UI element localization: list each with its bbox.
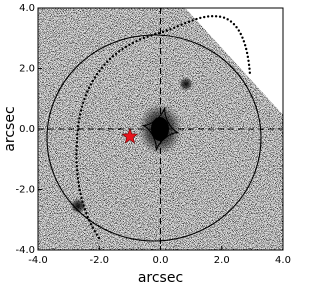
x-tick-label: -4.0 bbox=[28, 255, 48, 266]
x-tick-label: 0.0 bbox=[153, 255, 169, 266]
caustic bbox=[141, 107, 179, 151]
y-tick-label: -4.0 bbox=[15, 245, 35, 256]
x-tick-label: 4.0 bbox=[275, 255, 291, 266]
y-axis-label: arcsec bbox=[2, 106, 18, 151]
y-tick-label: 2.0 bbox=[19, 64, 35, 75]
y-tick-label: -2.0 bbox=[15, 185, 35, 196]
lens-curves bbox=[38, 8, 283, 250]
star-marker bbox=[121, 127, 139, 144]
y-tick-label: 0.0 bbox=[19, 124, 35, 135]
x-axis-label: arcsec bbox=[138, 270, 183, 286]
x-tick-label: -2.0 bbox=[89, 255, 109, 266]
x-tick-label: 2.0 bbox=[214, 255, 230, 266]
chart: arcsec arcsec -4.0 -2.0 0.0 2.0 4.0 -4.0 -2.0 0… bbox=[2, 3, 291, 286]
y-tick-label: 4.0 bbox=[19, 3, 35, 14]
